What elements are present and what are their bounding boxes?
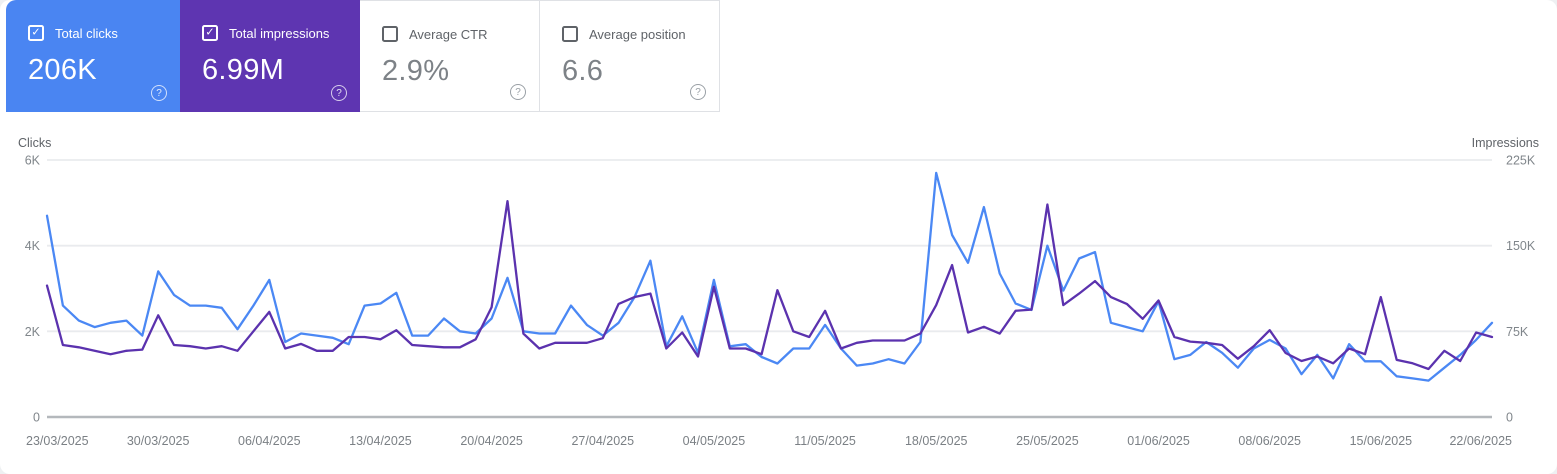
average-ctr-checkbox-unchecked-icon[interactable]: [382, 26, 398, 42]
average-position-label: Average position: [589, 26, 686, 42]
metric-cards-row: ✓ Total clicks 206K ? ✓ Total impression…: [0, 0, 1557, 112]
help-icon[interactable]: ?: [151, 85, 167, 101]
x-axis-date-label: 25/05/2025: [1016, 434, 1079, 448]
x-axis-date-label: 30/03/2025: [127, 434, 190, 448]
right-axis-tick: 0: [1506, 411, 1513, 425]
impressions-line: [45, 199, 1494, 371]
card-total-impressions[interactable]: ✓ Total impressions 6.99M ?: [180, 0, 360, 112]
x-axis-date-label: 11/05/2025: [794, 434, 856, 448]
right-axis-tick: 150K: [1506, 239, 1536, 253]
left-axis-title: Clicks: [18, 136, 51, 150]
left-axis-tick: 2K: [25, 325, 41, 339]
performance-chart-area: Clicks Impressions 0 2K 4K 6K 0 75K 150K 225K 23…: [0, 118, 1557, 474]
help-icon[interactable]: ?: [331, 85, 347, 101]
card-average-ctr[interactable]: Average CTR 2.9% ?: [360, 0, 540, 112]
total-impressions-value: 6.99M: [202, 54, 285, 86]
right-axis-title: Impressions: [1472, 136, 1539, 150]
card-total-clicks[interactable]: ✓ Total clicks 206K ?: [6, 0, 180, 112]
left-axis-tick: 4K: [25, 239, 41, 253]
x-axis-date-label: 04/05/2025: [683, 434, 746, 448]
left-axis-tick: 0: [33, 411, 40, 425]
total-impressions-label: Total impressions: [229, 25, 330, 41]
clicks-line: [45, 171, 1494, 382]
average-position-checkbox-unchecked-icon[interactable]: [562, 26, 578, 42]
x-axis-date-label: 23/03/2025: [26, 434, 89, 448]
total-clicks-value: 206K: [28, 54, 97, 86]
x-axis-date-label: 22/06/2025: [1449, 434, 1512, 448]
x-axis-date-label: 18/05/2025: [905, 434, 968, 448]
right-axis-tick: 75K: [1506, 325, 1529, 339]
total-clicks-checkbox-checked-icon[interactable]: ✓: [28, 25, 44, 41]
card-average-position[interactable]: Average position 6.6 ?: [540, 0, 720, 112]
x-axis-date-label: 27/04/2025: [571, 434, 634, 448]
left-axis-tick: 6K: [25, 154, 41, 168]
help-icon[interactable]: ?: [690, 84, 706, 100]
average-ctr-label: Average CTR: [409, 26, 488, 42]
total-impressions-checkbox-checked-icon[interactable]: ✓: [202, 25, 218, 41]
x-axis-date-label: 06/04/2025: [238, 434, 301, 448]
x-axis-date-label: 13/04/2025: [349, 434, 412, 448]
clicks-impressions-line-chart: Clicks Impressions 0 2K 4K 6K 0 75K 150K 225K 23…: [18, 136, 1539, 448]
x-axis-date-label: 01/06/2025: [1127, 434, 1190, 448]
help-icon[interactable]: ?: [510, 84, 526, 100]
x-axis-date-label: 15/06/2025: [1350, 434, 1413, 448]
x-axis-date-label: 20/04/2025: [460, 434, 523, 448]
average-ctr-value: 2.9%: [382, 55, 450, 87]
x-axis-date-label: 08/06/2025: [1238, 434, 1301, 448]
total-clicks-label: Total clicks: [55, 25, 118, 41]
right-axis-tick: 225K: [1506, 154, 1536, 168]
average-position-value: 6.6: [562, 55, 604, 87]
